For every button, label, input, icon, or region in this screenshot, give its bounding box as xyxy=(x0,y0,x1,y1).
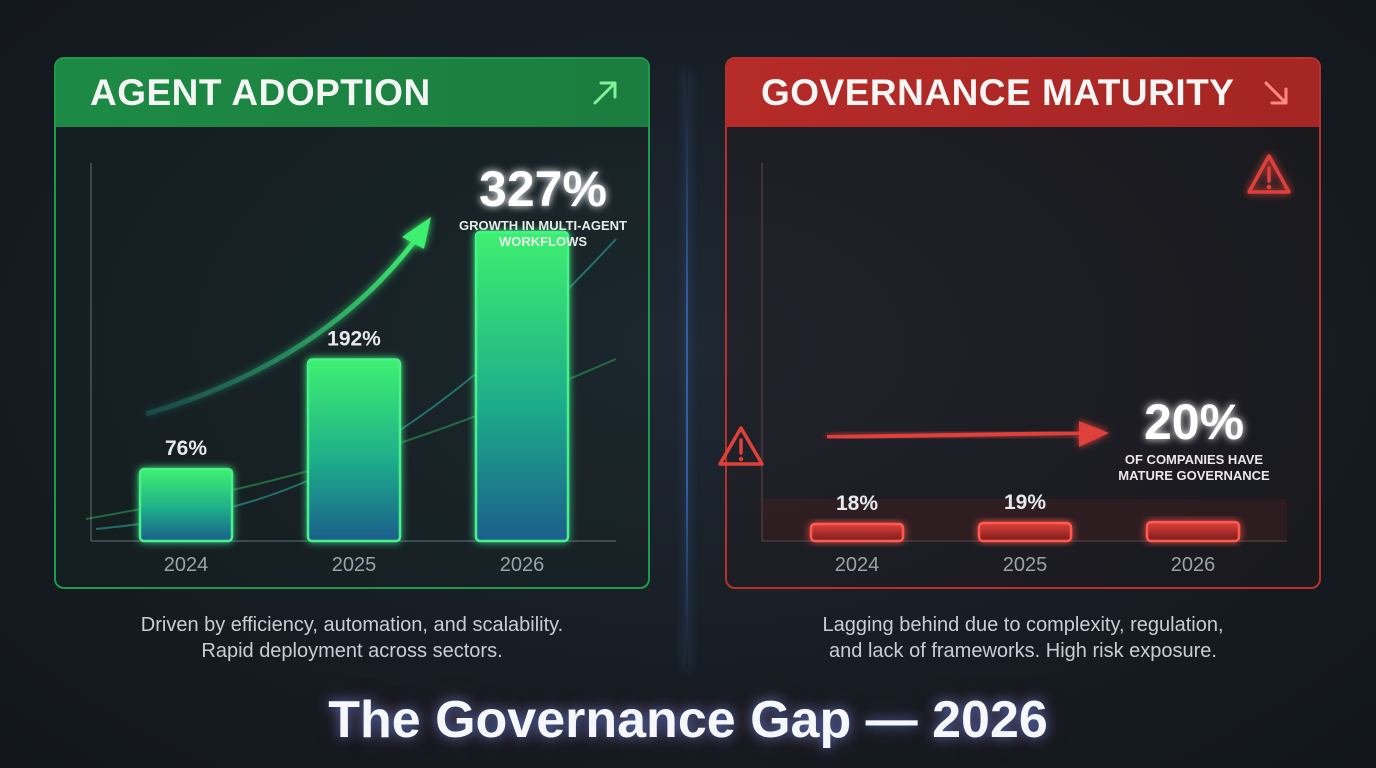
x-tick-label: 2024 xyxy=(164,554,209,576)
headline-value: 20% xyxy=(1144,394,1244,450)
trend-up-arrow-icon xyxy=(593,81,617,105)
data-label: 192% xyxy=(327,328,381,351)
panel-title: GOVERNANCE MATURITY xyxy=(761,72,1235,113)
governance-maturity-header: GOVERNANCE MATURITY xyxy=(727,59,1319,127)
x-tick-label: 2024 xyxy=(835,554,880,576)
flat-trend-arrow xyxy=(826,431,1083,439)
governance-maturity-panel: GOVERNANCE MATURITY 18% 19% 2024 2025 2026 … xyxy=(725,57,1321,589)
x-tick-label: 2025 xyxy=(1003,554,1048,576)
trend-down-arrow-icon xyxy=(1264,81,1288,105)
headline-caption: OF COMPANIES HAVE xyxy=(1125,452,1264,467)
governance-maturity-chart: 18% 19% 2024 2025 2026 20% OF COMPANIES HAV… xyxy=(761,154,1291,576)
headline-value: 327% xyxy=(479,161,607,217)
headline-caption: GROWTH IN MULTI-AGENT xyxy=(459,218,627,233)
data-label: 19% xyxy=(1004,491,1046,514)
headline-caption: MATURE GOVERNANCE xyxy=(1118,468,1270,483)
bar-2026 xyxy=(1145,520,1241,543)
description-line: and lack of frameworks. High risk exposu… xyxy=(829,640,1217,662)
panel-title: AGENT ADOPTION xyxy=(90,72,431,113)
x-tick-label: 2025 xyxy=(332,554,377,576)
x-tick-label: 2026 xyxy=(500,554,545,576)
bar-2024 xyxy=(809,522,905,543)
page-title: The Governance Gap — 2026 xyxy=(328,691,1048,749)
description-line: Lagging behind due to complexity, regula… xyxy=(822,614,1224,636)
data-label: 18% xyxy=(836,492,878,515)
warning-icon xyxy=(1247,154,1291,194)
x-tick-label: 2026 xyxy=(1171,554,1216,576)
warning-icon xyxy=(718,426,764,466)
description-line: Rapid deployment across sectors. xyxy=(201,640,503,662)
adoption-description: Driven by efficiency, automation, and sc… xyxy=(72,612,632,664)
bar-2026 xyxy=(474,230,570,543)
bar-2024 xyxy=(138,467,234,543)
flat-trend-arrowhead xyxy=(1079,421,1109,447)
agent-adoption-panel: AGENT ADOPTION 76% 192% xyxy=(54,57,650,589)
governance-description: Lagging behind due to complexity, regula… xyxy=(743,612,1303,664)
agent-adoption-header: AGENT ADOPTION xyxy=(56,59,648,127)
agent-adoption-chart: 76% 192% 2024 2025 2026 327% GROWTH IN MULT… xyxy=(85,161,627,576)
data-label: 76% xyxy=(165,437,207,460)
bar-2025 xyxy=(306,358,402,543)
growth-trend-arrowhead xyxy=(402,217,431,249)
bar-2025 xyxy=(977,521,1073,543)
description-line: Driven by efficiency, automation, and sc… xyxy=(140,614,564,636)
growth-trend-arrow xyxy=(145,237,418,417)
headline-caption: WORKFLOWS xyxy=(499,234,587,249)
center-divider xyxy=(686,70,688,670)
